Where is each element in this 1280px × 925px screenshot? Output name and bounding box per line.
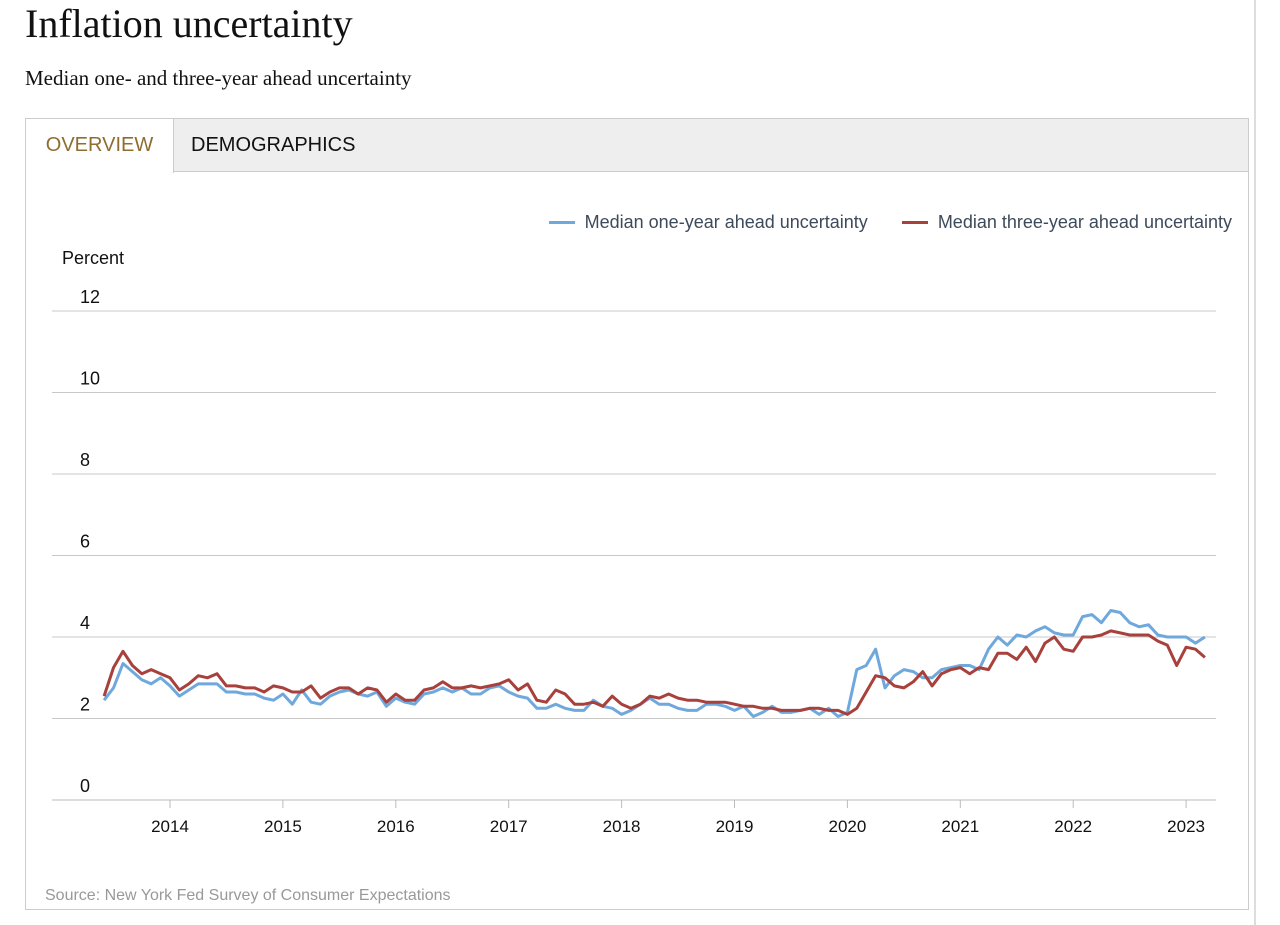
x-tick-label: 2023 [1167,817,1205,836]
page-scroll-edge [1254,0,1256,925]
y-tick-label: 4 [80,613,90,633]
y-tick-label: 2 [80,695,90,715]
y-tick-label: 6 [80,532,90,552]
x-tick-label: 2018 [603,817,641,836]
legend-item-three-year[interactable]: Median three-year ahead uncertainty [901,212,1232,233]
x-tick-label: 2022 [1054,817,1092,836]
tab-bar: OVERVIEW DEMOGRAPHICS [26,119,1248,173]
x-tick-label: 2017 [490,817,528,836]
legend-label: Median three-year ahead uncertainty [937,212,1232,232]
x-tick-label: 2021 [941,817,979,836]
series-line-one-year [102,609,1206,718]
y-axis-label: Percent [62,248,124,268]
x-tick-label: 2015 [264,817,302,836]
tab-demographics[interactable]: DEMOGRAPHICS [191,134,356,156]
page-title: Inflation uncertainty [25,1,353,46]
legend-label: Median one-year ahead uncertainty [584,212,868,232]
y-tick-label: 10 [80,369,100,389]
x-tick-label: 2016 [377,817,415,836]
x-tick-label: 2020 [828,817,866,836]
x-tick-label: 2014 [151,817,189,836]
y-tick-label: 0 [80,776,90,796]
tab-overview[interactable]: OVERVIEW [26,119,174,173]
source-note: Source: New York Fed Survey of Consumer … [45,887,451,904]
x-tick-label: 2019 [716,817,754,836]
legend-item-one-year[interactable]: Median one-year ahead uncertainty [548,212,868,233]
legend-swatch [901,221,928,224]
chart-legend: Median one-year ahead uncertainty Median… [548,212,1232,233]
chart-card: OVERVIEW DEMOGRAPHICS Median one-year ah… [25,118,1249,910]
series-line-three-year [102,629,1206,716]
page-subtitle: Median one- and three-year ahead uncerta… [25,66,412,90]
y-tick-label: 12 [80,287,100,307]
y-tick-label: 8 [80,450,90,470]
legend-swatch [548,221,575,224]
